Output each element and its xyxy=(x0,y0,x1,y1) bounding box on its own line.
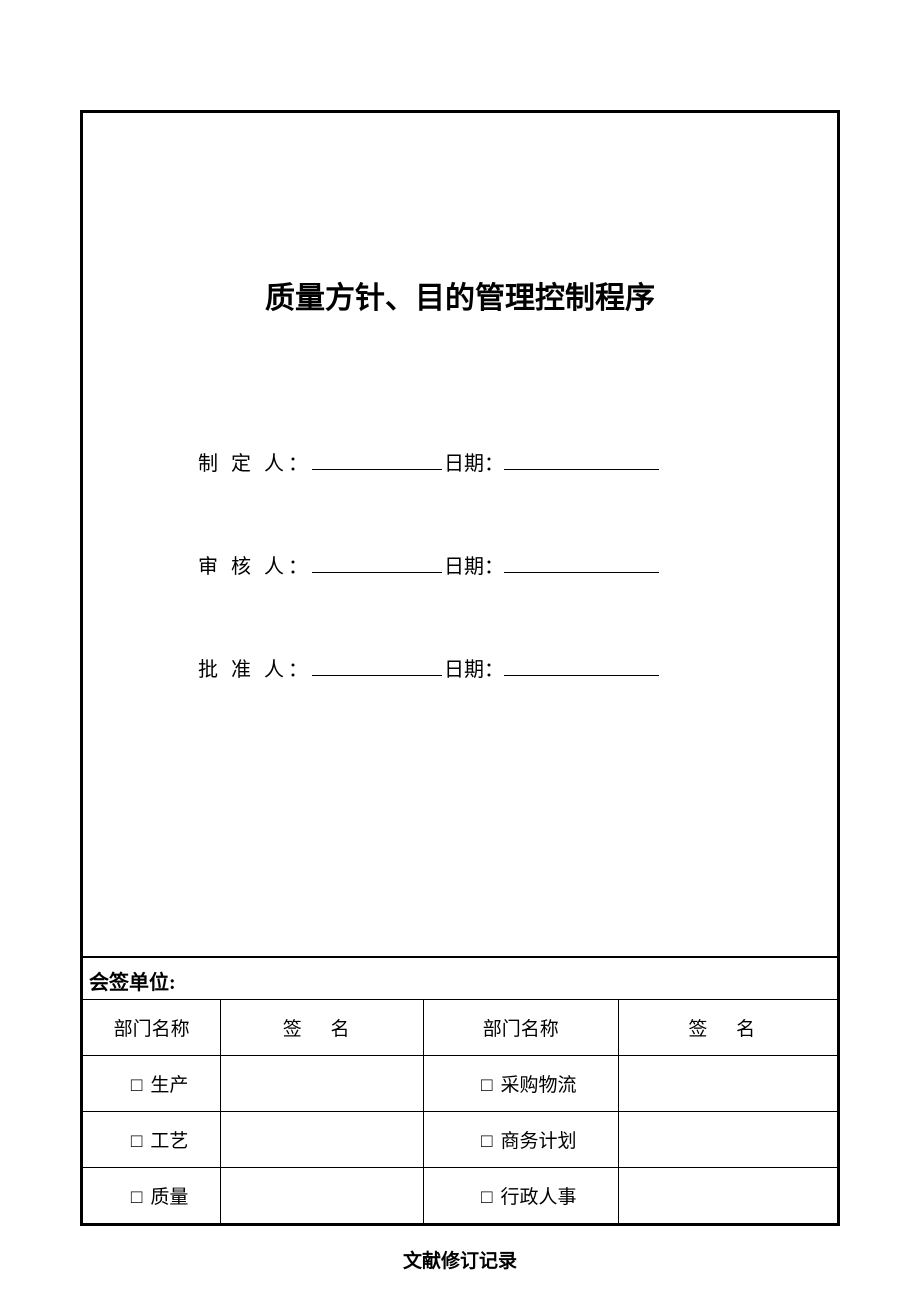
reviewer-underline[interactable] xyxy=(312,553,442,573)
document-page: 质量方针、目的管理控制程序 制 定 人： 日期： 审 核 人： 日期： 批 准 … xyxy=(0,0,920,1302)
dept-cell-process: □ 工艺 xyxy=(83,1112,221,1168)
dept-cell-business: □ 商务计划 xyxy=(424,1112,619,1168)
title-section: 质量方针、目的管理控制程序 xyxy=(83,113,837,357)
header-sign-2: 签 名 xyxy=(618,1000,837,1056)
approver-date-underline[interactable] xyxy=(504,656,659,676)
checkbox-icon[interactable]: □ xyxy=(131,1187,142,1208)
dept-label: 采购物流 xyxy=(501,1075,577,1096)
dept-label: 质量 xyxy=(150,1187,188,1208)
dept-label: 工艺 xyxy=(150,1131,188,1152)
table-row: □ 质量 □ 行政人事 xyxy=(83,1168,837,1224)
checkbox-icon[interactable]: □ xyxy=(131,1131,142,1152)
header-dept-1: 部门名称 xyxy=(83,1000,221,1056)
author-label: 制 定 人： xyxy=(198,447,312,476)
author-date-label: 日期： xyxy=(444,447,504,476)
table-header-row: 部门名称 签 名 部门名称 签 名 xyxy=(83,1000,837,1056)
sign-cell[interactable] xyxy=(618,1112,837,1168)
sign-cell[interactable] xyxy=(618,1168,837,1224)
checkbox-icon[interactable]: □ xyxy=(481,1187,492,1208)
sign-cell[interactable] xyxy=(618,1056,837,1112)
checkbox-icon[interactable]: □ xyxy=(131,1075,142,1096)
countersign-table: 部门名称 签 名 部门名称 签 名 □ 生产 □ 采购物流 xyxy=(83,999,837,1223)
header-dept-2: 部门名称 xyxy=(424,1000,619,1056)
sign-cell[interactable] xyxy=(221,1056,424,1112)
countersign-section: 会签单位: 部门名称 签 名 部门名称 签 名 □ 生产 □ 采购物流 xyxy=(83,956,837,1223)
table-row: □ 生产 □ 采购物流 xyxy=(83,1056,837,1112)
table-row: □ 工艺 □ 商务计划 xyxy=(83,1112,837,1168)
dept-cell-production: □ 生产 xyxy=(83,1056,221,1112)
footer-label: 文献修订记录 xyxy=(80,1246,840,1273)
reviewer-date-label: 日期： xyxy=(444,550,504,579)
approver-label: 批 准 人： xyxy=(198,653,312,682)
dept-cell-hr: □ 行政人事 xyxy=(424,1168,619,1224)
document-title: 质量方针、目的管理控制程序 xyxy=(83,273,837,317)
signature-section: 制 定 人： 日期： 审 核 人： 日期： 批 准 人： 日期： xyxy=(83,357,837,956)
reviewer-line: 审 核 人： 日期： xyxy=(198,550,837,579)
countersign-label: 会签单位: xyxy=(83,958,837,999)
checkbox-icon[interactable]: □ xyxy=(481,1075,492,1096)
main-border-box: 质量方针、目的管理控制程序 制 定 人： 日期： 审 核 人： 日期： 批 准 … xyxy=(80,110,840,1226)
author-line: 制 定 人： 日期： xyxy=(198,447,837,476)
approver-date-label: 日期： xyxy=(444,653,504,682)
author-underline[interactable] xyxy=(312,450,442,470)
author-date-underline[interactable] xyxy=(504,450,659,470)
reviewer-date-underline[interactable] xyxy=(504,553,659,573)
reviewer-label: 审 核 人： xyxy=(198,550,312,579)
dept-cell-quality: □ 质量 xyxy=(83,1168,221,1224)
dept-label: 行政人事 xyxy=(501,1187,577,1208)
sign-cell[interactable] xyxy=(221,1112,424,1168)
dept-label: 商务计划 xyxy=(501,1131,577,1152)
dept-cell-procurement: □ 采购物流 xyxy=(424,1056,619,1112)
sign-cell[interactable] xyxy=(221,1168,424,1224)
checkbox-icon[interactable]: □ xyxy=(481,1131,492,1152)
header-sign-1: 签 名 xyxy=(221,1000,424,1056)
dept-label: 生产 xyxy=(150,1075,188,1096)
approver-underline[interactable] xyxy=(312,656,442,676)
approver-line: 批 准 人： 日期： xyxy=(198,653,837,682)
